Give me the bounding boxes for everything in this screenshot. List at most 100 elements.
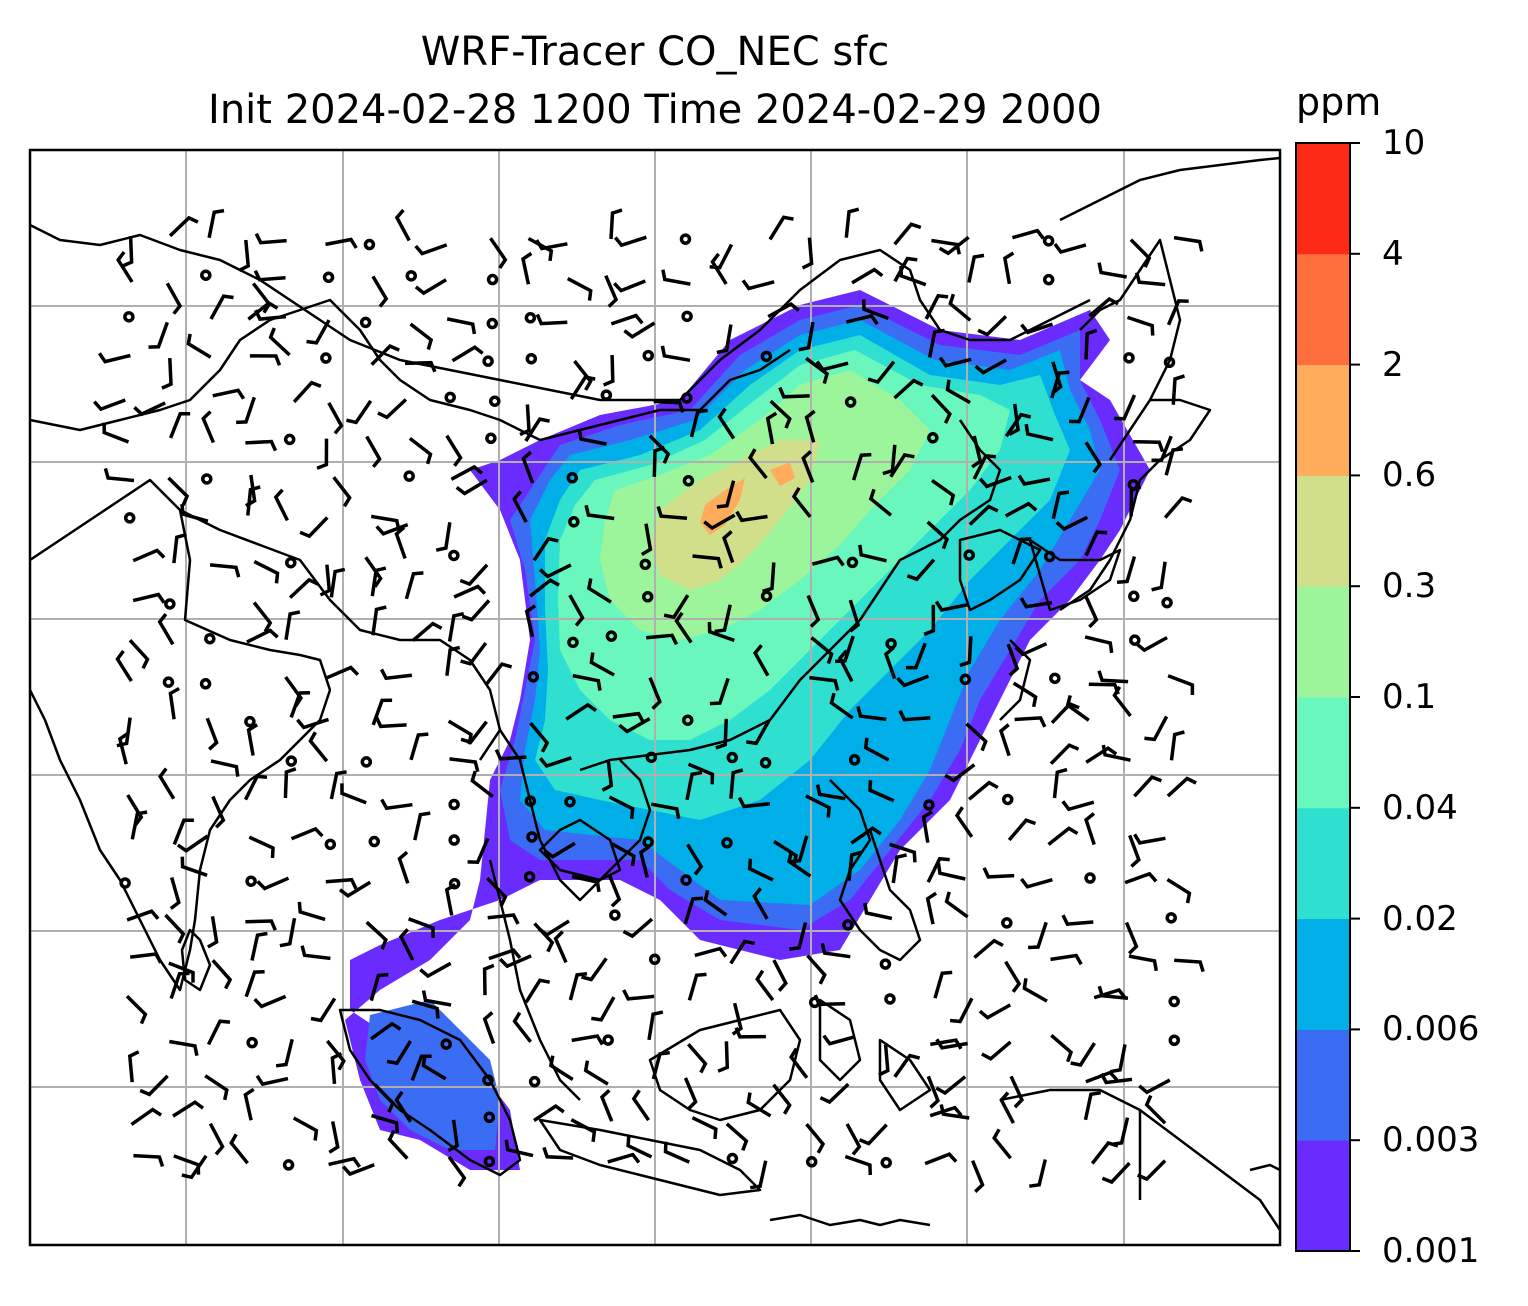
- calm-wind-marker: [1043, 550, 1056, 563]
- wind-barb: [365, 920, 388, 950]
- wind-barb: [805, 1122, 826, 1154]
- wind-barb: [482, 963, 495, 996]
- wind-barb: [211, 795, 226, 829]
- wind-barb: [867, 360, 896, 385]
- wind-barb: [981, 1040, 1012, 1061]
- wind-barb: [722, 530, 735, 564]
- calm-wind-marker: [1168, 995, 1180, 1008]
- wind-barb: [1004, 412, 1032, 438]
- colorbar-band: [1296, 586, 1350, 698]
- wind-barb: [494, 748, 527, 761]
- calm-wind-marker: [1168, 1034, 1181, 1047]
- calm-wind-marker: [567, 636, 579, 649]
- wind-barb: [180, 856, 208, 877]
- wind-barb: [398, 928, 415, 961]
- wind-barb: [819, 1082, 850, 1105]
- wind-barb: [948, 293, 972, 322]
- calm-wind-marker: [680, 874, 692, 886]
- map-frame: [28, 148, 1282, 1247]
- wind-barb: [128, 639, 150, 670]
- wind-barb: [404, 360, 437, 373]
- wind-barb: [394, 526, 407, 559]
- wind-barb: [893, 378, 924, 400]
- wind-barb: [798, 321, 815, 352]
- calm-wind-marker: [566, 472, 579, 484]
- calm-wind-marker: [641, 591, 654, 603]
- wind-barb: [691, 1116, 718, 1140]
- calm-wind-marker: [285, 556, 297, 569]
- calm-wind-marker: [759, 757, 772, 769]
- wind-barb: [999, 1091, 1015, 1124]
- wind-barb: [1020, 322, 1054, 335]
- wind-barb: [394, 1090, 413, 1123]
- wind-barb: [1097, 985, 1129, 1001]
- wind-barb: [925, 891, 938, 925]
- wind-barb: [296, 717, 330, 730]
- wind-barb: [253, 309, 287, 321]
- wind-barb: [656, 505, 688, 521]
- wind-barb: [1171, 374, 1186, 405]
- wind-barb: [1128, 954, 1159, 972]
- calm-wind-marker: [760, 590, 773, 602]
- wind-barb: [921, 810, 934, 843]
- wind-barb: [571, 1034, 604, 1046]
- calm-wind-marker: [405, 270, 417, 282]
- wind-barb: [1088, 296, 1119, 318]
- wind-barb: [583, 1060, 609, 1086]
- wind-barb: [1085, 1070, 1119, 1084]
- wind-barb: [164, 913, 186, 944]
- wind-barb: [116, 250, 134, 283]
- wind-barb: [521, 251, 533, 285]
- wind-barb: [893, 1053, 921, 1078]
- wind-barb: [364, 556, 383, 588]
- wind-barb: [248, 835, 275, 859]
- wind-barb: [863, 737, 890, 762]
- wind-barb: [689, 408, 708, 438]
- wind-barb: [535, 313, 568, 326]
- calm-wind-marker: [645, 751, 658, 764]
- wind-barb: [308, 731, 329, 763]
- wind-barb: [710, 252, 728, 285]
- wind-barb: [453, 584, 487, 599]
- wind-barb: [602, 355, 615, 387]
- calm-wind-marker: [324, 838, 337, 851]
- calm-wind-marker: [842, 919, 854, 931]
- wind-barb: [371, 275, 389, 308]
- wind-barb: [1004, 501, 1038, 518]
- calm-wind-marker: [526, 831, 538, 843]
- calm-wind-marker: [963, 549, 975, 561]
- wind-barb: [245, 919, 277, 931]
- wind-barb: [626, 1135, 653, 1159]
- calm-wind-marker: [119, 877, 131, 889]
- wind-barb: [340, 783, 367, 805]
- calm-wind-marker: [642, 349, 655, 362]
- wind-barb: [444, 883, 457, 916]
- wind-barb: [1101, 1161, 1131, 1185]
- wind-barb: [998, 723, 1011, 757]
- wind-barb: [1133, 833, 1166, 845]
- wind-barb: [683, 896, 704, 925]
- wind-barb: [725, 1122, 749, 1152]
- wind-barb: [607, 874, 622, 908]
- wind-barb: [1169, 730, 1185, 761]
- wind-barb: [447, 1119, 459, 1153]
- wind-barb: [924, 293, 949, 320]
- wind-barb: [449, 757, 480, 773]
- wind-barb: [927, 328, 945, 358]
- wind-barb: [470, 770, 494, 798]
- wind-barb: [1084, 328, 1098, 360]
- wind-barb: [1135, 635, 1168, 653]
- wind-barb: [845, 313, 879, 326]
- wind-barb: [752, 644, 770, 677]
- wind-barb: [168, 412, 191, 439]
- wind-barb: [1099, 1072, 1133, 1085]
- wind-barb: [512, 1011, 532, 1043]
- wind-barb: [250, 931, 268, 961]
- wind-barb: [524, 604, 537, 638]
- calm-wind-marker: [162, 676, 175, 688]
- wind-barb: [663, 594, 690, 620]
- wind-barb: [716, 324, 733, 355]
- calm-wind-marker: [605, 630, 618, 642]
- wind-barb: [1138, 1078, 1171, 1095]
- wind-barb: [254, 232, 287, 245]
